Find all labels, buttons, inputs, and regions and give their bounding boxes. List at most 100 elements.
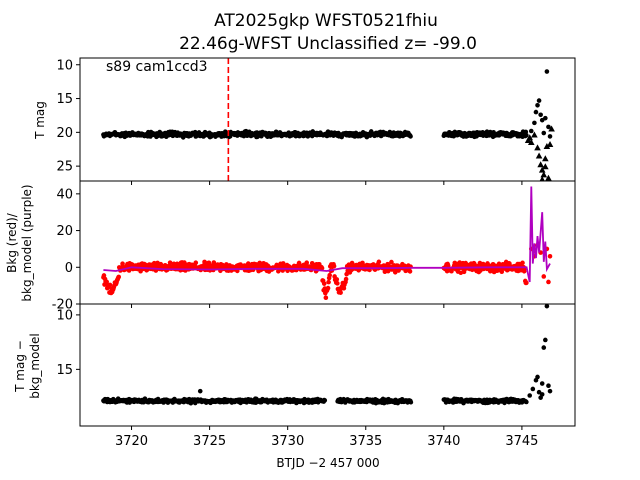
- background-point: [546, 279, 551, 285]
- middle-y-tick-label: 0: [65, 261, 73, 276]
- upper-limit-marker: [538, 166, 546, 173]
- background-point: [321, 281, 327, 286]
- x-tick-label: 3725: [193, 434, 226, 449]
- bottom-panel: 10 15 3720 3725 3730 3735 3740 3745 T mag − bk…: [13, 303, 576, 449]
- upper-limit-marker: [546, 141, 554, 148]
- x-axis-label: BTJD −2 457 000: [276, 456, 379, 470]
- top-panel: 10 15 20 25 s89 cam1ccd3 T mag: [33, 57, 576, 185]
- middle-y-tick-label: 20: [56, 224, 73, 239]
- middle-y-label-line-2: bkg_model (purple): [20, 184, 34, 301]
- middle-y-ticks: -20 0 20 40: [52, 187, 523, 313]
- background-point: [327, 272, 332, 278]
- light-curve-point: [408, 134, 413, 139]
- top-y-tick-label: 20: [56, 126, 73, 141]
- light-curve-point: [536, 98, 542, 103]
- x-tick-label: 3735: [349, 434, 382, 449]
- corrected-mag-point: [408, 399, 414, 405]
- light-curve-point: [538, 112, 543, 118]
- background-point: [389, 259, 394, 265]
- upper-limit-marker: [537, 161, 544, 168]
- upper-limit-marker: [539, 176, 545, 181]
- corrected-mag-point: [544, 304, 550, 309]
- upper-limit-marker: [545, 174, 552, 181]
- background-point: [407, 269, 413, 274]
- sector-annotation: s89 cam1ccd3: [106, 59, 208, 75]
- middle-panel: -20 0 20 40 Bkg (red)/ bkg_model (purple): [5, 180, 576, 313]
- light-curve-point: [546, 124, 551, 130]
- background-point: [341, 285, 347, 291]
- background-point: [167, 260, 173, 265]
- middle-y-tick-label: 40: [56, 187, 73, 202]
- corrected-mag-point: [197, 388, 203, 394]
- background-point: [520, 260, 525, 266]
- upper-limit-marker: [542, 163, 549, 170]
- upper-limit-marker: [526, 134, 534, 141]
- corrected-mag-point: [543, 337, 548, 343]
- background-point: [257, 260, 263, 266]
- bottom-y-label-line-1: T mag −: [13, 340, 27, 393]
- x-tick-label: 3740: [427, 434, 460, 449]
- upper-limit-marker: [534, 144, 541, 151]
- light-curve-point: [543, 115, 548, 121]
- top-y-tick-label: 10: [56, 58, 73, 73]
- background-point: [107, 282, 113, 288]
- corrected-mag-point: [535, 374, 540, 380]
- title-line-1: AT2025gkp WFST0521fhiu: [214, 11, 438, 31]
- background-point: [376, 259, 382, 265]
- corrected-mag-point: [539, 381, 545, 386]
- background-point: [334, 277, 340, 282]
- x-tick-label: 3745: [505, 434, 538, 449]
- background-point: [193, 260, 199, 266]
- middle-y-label-line-1: Bkg (red)/: [5, 212, 19, 273]
- top-y-tick-label: 25: [56, 160, 73, 175]
- corrected-mag-point: [322, 398, 328, 403]
- background-point: [304, 260, 310, 266]
- corrected-mag-point: [527, 393, 533, 398]
- background-point: [280, 261, 286, 266]
- corrected-mag-point: [524, 399, 529, 405]
- light-curve-point: [544, 69, 550, 74]
- bottom-y-tick-label: 15: [56, 363, 73, 378]
- background-point: [104, 279, 110, 285]
- top-y-tick-label: 15: [56, 92, 73, 107]
- upper-limit-marker: [527, 138, 535, 145]
- middle-y-tick-label: -20: [52, 298, 73, 313]
- x-tick-label: 3720: [115, 434, 148, 449]
- background-point: [541, 274, 547, 279]
- middle-panel-frame: [79, 180, 576, 305]
- light-curve-point: [533, 109, 539, 115]
- x-tick-label: 3730: [271, 434, 304, 449]
- background-point: [343, 276, 349, 282]
- background-point: [116, 274, 122, 280]
- corrected-mag-point: [546, 383, 551, 388]
- background-point: [325, 285, 331, 291]
- corrected-mag-point: [547, 388, 553, 394]
- upper-limit-marker: [548, 125, 555, 132]
- bottom-y-tick-label: 10: [56, 308, 73, 323]
- title-line-2: 22.46g-WFST Unclassified z= -99.0: [179, 34, 477, 54]
- background-point: [319, 265, 325, 271]
- background-point: [335, 281, 340, 286]
- light-curve-point: [524, 132, 529, 138]
- light-curve-point: [547, 134, 553, 139]
- corrected-mag-point: [541, 345, 547, 350]
- middle-panel-data: [101, 186, 553, 301]
- bottom-panel-frame: [79, 303, 576, 427]
- background-point: [101, 273, 107, 278]
- top-y-ticks: 10 15 20 25: [56, 58, 523, 185]
- upper-limit-marker: [543, 143, 551, 150]
- corrected-mag-point: [530, 386, 536, 392]
- upper-limit-marker: [535, 152, 543, 159]
- background-model-line: [103, 186, 551, 283]
- corrected-mag-point: [539, 392, 545, 397]
- background-point: [326, 279, 331, 285]
- top-panel-frame: [79, 57, 576, 182]
- upper-limit-marker: [540, 171, 548, 178]
- background-point: [323, 295, 329, 301]
- light-curve-point: [541, 130, 547, 136]
- bottom-y-label-line-2: bkg_model: [28, 333, 42, 399]
- upper-limit-marker: [531, 131, 538, 138]
- light-curve-point: [535, 103, 540, 108]
- bottom-panel-data: [101, 304, 553, 406]
